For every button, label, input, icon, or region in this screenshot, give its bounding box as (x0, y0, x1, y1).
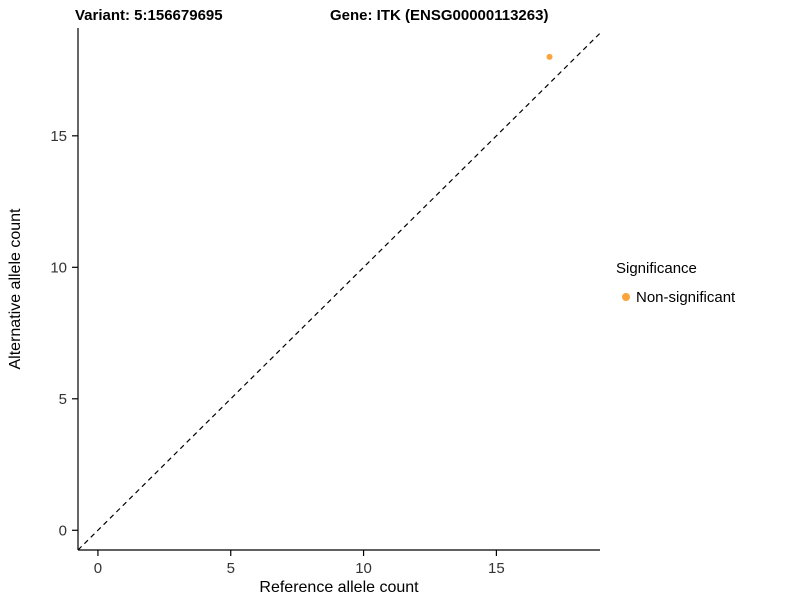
x-tick-label: 5 (227, 560, 235, 577)
data-point (546, 53, 553, 60)
y-tick-label: 0 (59, 522, 67, 539)
x-tick-label: 10 (355, 560, 372, 577)
y-tick-label: 5 (59, 391, 67, 408)
plot-title-gene: Gene: ITK (ENSG00000113263) (330, 7, 548, 24)
identity-line (77, 32, 601, 551)
legend-title: Significance (616, 260, 697, 277)
legend-key-dot (622, 293, 630, 301)
plot-title-variant: Variant: 5:156679695 (75, 7, 223, 24)
x-axis-title: Reference allele count (259, 579, 419, 596)
y-axis-title: Alternative allele count (7, 208, 24, 370)
x-tick-label: 15 (488, 560, 505, 577)
legend-entries: Non-significant (622, 289, 736, 306)
x-tick-label: 0 (94, 560, 102, 577)
legend-entry-label: Non-significant (636, 289, 736, 306)
y-tick-label: 10 (50, 259, 67, 276)
y-tick-label: 15 (50, 128, 67, 145)
plot-panel: 0 5 10 15 0 5 10 15 (50, 28, 601, 577)
